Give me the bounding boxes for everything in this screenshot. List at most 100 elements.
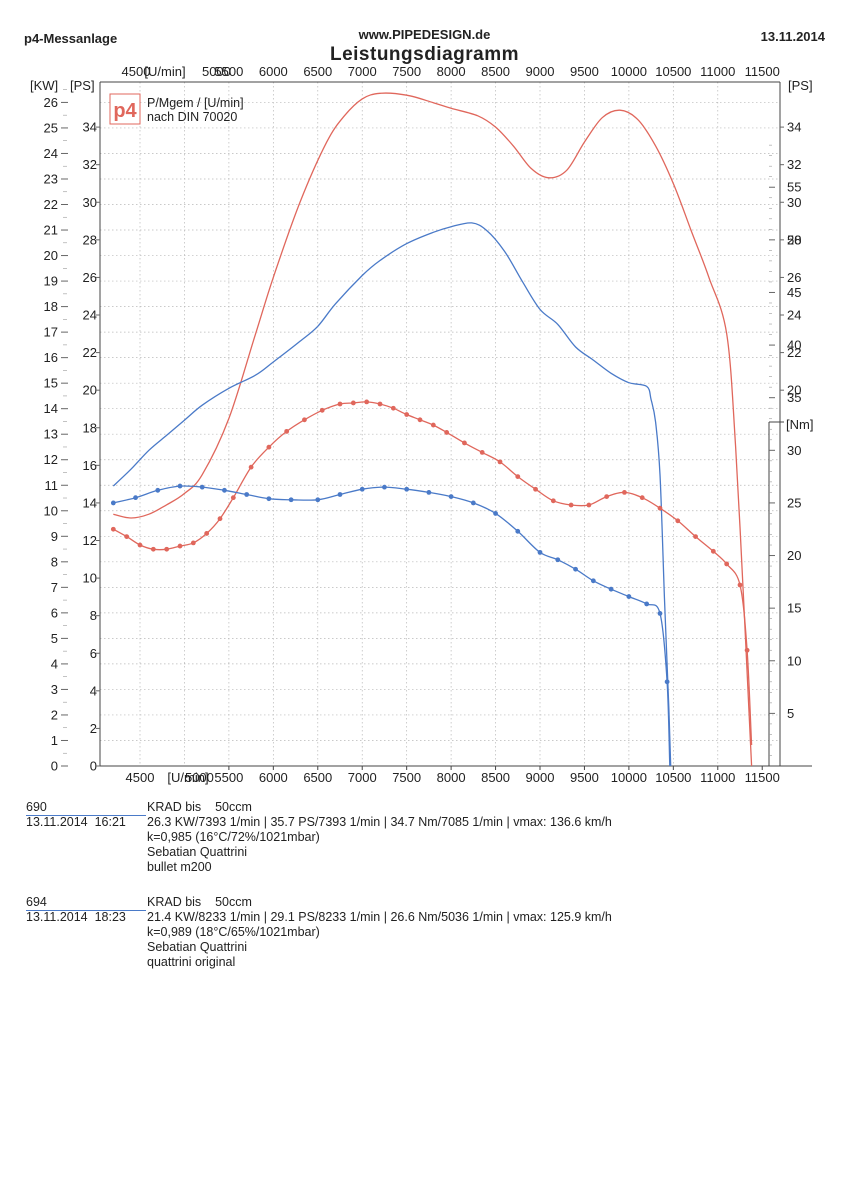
data-point-690-drehmoment: [110, 526, 116, 532]
series-line-694-leistung: [112, 222, 672, 767]
data-point-690-drehmoment: [150, 546, 156, 552]
data-point-694-drehmoment: [155, 487, 161, 493]
data-point-690-drehmoment: [124, 534, 130, 539]
y-axis-kw: 0123456789101112131415161718192021222324…: [44, 89, 68, 774]
x-tick-top-label: 11000: [700, 64, 735, 79]
ps-right-tick-label: 24: [787, 308, 801, 323]
data-point-690-drehmoment: [364, 399, 370, 405]
ps-right-tick-label: 20: [787, 383, 801, 398]
kw-tick-label: 1: [51, 733, 58, 748]
x-tick-top-label: 6000: [259, 64, 288, 79]
ps-tick-label: 18: [83, 420, 97, 435]
grid-lines: [100, 82, 780, 766]
run-correction: k=0,989 (18°C/65%/1021mbar): [147, 925, 320, 939]
ps-tick-label: 6: [90, 646, 97, 661]
data-point-690-drehmoment: [737, 582, 743, 588]
x-axis-bottom: 4500 5000 5500 6000 6500 7000 7500 8000 8500 9000…: [126, 766, 780, 785]
ps-tick-label: 30: [83, 195, 97, 210]
data-point-690-drehmoment: [190, 540, 196, 546]
data-point-690-drehmoment: [568, 502, 574, 508]
data-point-690-drehmoment: [604, 494, 610, 500]
series-line-694-drehmoment: [113, 485, 671, 767]
x-tick-top-label: 11500: [745, 64, 780, 79]
run-time: 16:21: [94, 815, 126, 829]
p4-logo-text: p4: [113, 100, 137, 122]
x-tick-bottom-label: 6000: [259, 770, 288, 785]
kw-tick-label: 2: [51, 707, 58, 722]
data-point-694-drehmoment: [315, 497, 321, 503]
kw-tick-label: 13: [44, 427, 58, 442]
ps-right-tick-label: 30: [787, 195, 801, 210]
data-point-690-drehmoment: [479, 450, 485, 455]
nm-tick-label: 40: [787, 338, 801, 353]
kw-tick-label: 8: [51, 554, 58, 569]
kw-tick-label: 14: [44, 401, 58, 416]
ps-tick-label: 22: [83, 345, 97, 360]
nm-tick-label: 30: [787, 443, 801, 458]
kw-tick-label: 6: [51, 605, 58, 620]
ps-tick-label: 20: [83, 383, 97, 398]
data-point-690-drehmoment: [497, 459, 503, 465]
kw-tick-label: 12: [44, 452, 58, 467]
data-point-694-drehmoment: [110, 500, 116, 506]
kw-tick-label: 23: [44, 171, 58, 186]
kw-axis-label: [KW]: [30, 78, 58, 93]
site-url: www.PIPEDESIGN.de: [358, 27, 491, 42]
ps-tick-label: 0: [90, 759, 97, 774]
ps-right-tick-label: 26: [787, 270, 801, 285]
run-vehicle-class: KRAD bis: [147, 800, 202, 814]
x-tick-top-label: 8000: [437, 64, 466, 79]
run-datetime: 13.11.2014 16:21: [26, 815, 126, 830]
data-point-694-drehmoment: [266, 496, 272, 502]
data-point-694-drehmoment: [664, 679, 670, 685]
data-point-694-drehmoment: [426, 490, 432, 495]
data-point-690-drehmoment: [266, 444, 272, 450]
ps-tick-label: 32: [83, 157, 97, 172]
nm-tick-label: 35: [787, 390, 801, 405]
kw-tick-label: 15: [44, 376, 58, 391]
run-summary: 26.3 KW/7393 1/min | 35.7 PS/7393 1/min …: [147, 815, 612, 829]
data-point-690-drehmoment: [230, 495, 236, 501]
data-point-694-drehmoment: [657, 611, 663, 616]
data-point-694-drehmoment: [359, 486, 365, 492]
data-point-690-drehmoment: [350, 400, 356, 406]
ps-right-tick-label: 28: [787, 232, 801, 247]
data-point-694-drehmoment: [555, 557, 561, 563]
run-summary: 21.4 KW/8233 1/min | 29.1 PS/8233 1/min …: [147, 910, 612, 924]
data-point-690-drehmoment: [724, 561, 730, 567]
data-point-690-drehmoment: [639, 495, 645, 501]
data-point-690-drehmoment: [515, 474, 521, 480]
ps-tick-label: 26: [83, 270, 97, 285]
nm-tick-label: 15: [787, 601, 801, 616]
kw-tick-label: 24: [44, 146, 58, 161]
x-tick-bottom-label: 11000: [700, 770, 735, 785]
run-datetime: 13.11.2014 18:23: [26, 910, 126, 925]
data-point-690-drehmoment: [675, 518, 681, 524]
kw-tick-label: 22: [44, 197, 58, 212]
kw-tick-label: 5: [51, 631, 58, 646]
nm-tick-label: 50: [787, 232, 801, 247]
x-tick-top-label: 7000: [348, 64, 377, 79]
data-point-690-drehmoment: [462, 440, 467, 446]
x-axis-label-top: [U/min]: [144, 64, 185, 79]
kw-tick-label: 10: [44, 503, 58, 518]
ps-right-tick-label: 32: [787, 157, 801, 172]
ps-tick-label: 34: [83, 120, 97, 135]
series-line-690-leistung: [113, 92, 753, 767]
run-setup: bullet m200: [147, 860, 212, 874]
data-point-694-drehmoment: [573, 566, 578, 572]
brand-label: p4-Messanlage: [24, 31, 118, 46]
ps-tick-label: 8: [90, 608, 97, 623]
data-point-694-drehmoment: [448, 494, 454, 500]
data-point-694-drehmoment: [222, 487, 227, 493]
data-point-694-drehmoment: [515, 528, 521, 534]
x-tick-bottom-label: 6500: [303, 770, 332, 785]
data-point-690-drehmoment: [390, 405, 396, 411]
ps-tick-label: 14: [83, 495, 97, 510]
nm-tick-label: 45: [787, 285, 801, 300]
x-tick-top-label: 9500: [570, 64, 599, 79]
data-point-690-drehmoment: [533, 486, 538, 492]
data-point-690-drehmoment: [622, 490, 627, 495]
ps-tick-label: 28: [83, 232, 97, 247]
data-point-694-drehmoment: [177, 483, 183, 489]
